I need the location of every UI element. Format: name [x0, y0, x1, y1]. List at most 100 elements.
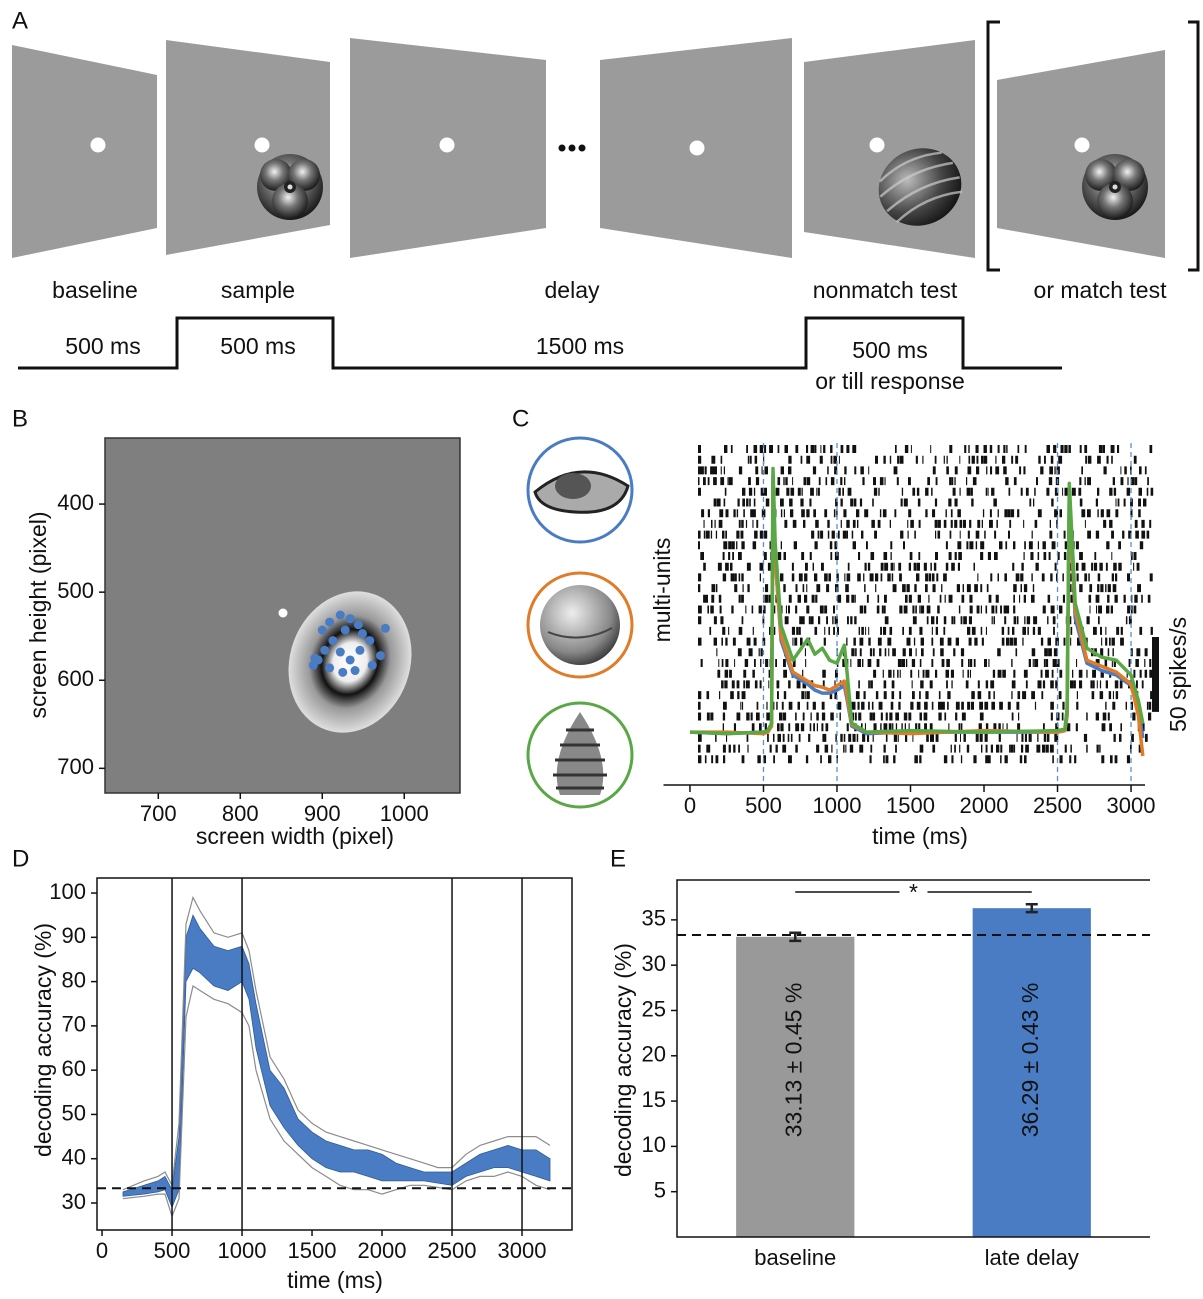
y-axis-label: multi-units: [649, 538, 675, 643]
y-tick-label: 40: [62, 1145, 86, 1170]
duration-label: 1500 ms: [536, 333, 624, 359]
raster-row: [717, 670, 1153, 678]
gaze-point: [354, 620, 363, 629]
y-tick-label: 60: [62, 1056, 86, 1081]
duration-label: 500 ms: [852, 337, 927, 363]
phase-label: nonmatch test: [813, 277, 958, 303]
y-tick-label: 30: [642, 951, 666, 976]
x-tick-label: 2500: [1033, 793, 1082, 818]
y-tick-label: 15: [642, 1087, 666, 1112]
fixation-dot: [690, 141, 705, 156]
gaze-point: [318, 626, 327, 635]
gaze-point: [341, 626, 350, 635]
raster-row: [721, 680, 1144, 688]
raster-row: [698, 488, 1153, 496]
x-tick-label: 800: [222, 801, 259, 826]
raster-row: [698, 713, 1151, 721]
x-tick-label: late delay: [985, 1245, 1079, 1270]
y-tick-label: 400: [57, 490, 94, 515]
screens: [12, 38, 1165, 258]
phase-label: delay: [545, 277, 600, 303]
panel-e: E decoding accuracy (%) 33.13 ± 0.45 % ba…: [610, 845, 1150, 1269]
y-tick-label: 5: [654, 1178, 666, 1203]
x-tick-label: 2000: [358, 1238, 407, 1263]
x-tick-label: baseline: [754, 1245, 836, 1270]
gaze-point: [346, 655, 355, 664]
gaze-point: [328, 636, 337, 645]
gaze-point: [355, 646, 364, 655]
raster-row: [698, 477, 1149, 485]
panel-label: A: [12, 7, 28, 34]
y-axis-label: decoding accuracy (%): [610, 943, 636, 1177]
pepper-image: [257, 154, 323, 220]
stimulus-pinecone: [528, 703, 632, 807]
raster: [698, 445, 1154, 763]
duration-label: 500 ms: [220, 333, 295, 359]
y-tick-label: 700: [57, 754, 94, 779]
raster-row: [698, 734, 1148, 742]
raster-row: [698, 638, 1124, 646]
raster-row: [704, 520, 1152, 528]
phase-label: or match test: [1034, 277, 1168, 303]
gaze-point: [365, 636, 374, 645]
raster-row: [703, 595, 1150, 603]
panel-label: C: [512, 405, 529, 432]
raster-row: [698, 691, 1154, 699]
x-tick-label: 0: [96, 1238, 108, 1263]
x-tick-label: 2500: [428, 1238, 477, 1263]
error-bar: [789, 933, 801, 941]
gaze-point: [325, 618, 334, 627]
gaze-point: [320, 646, 329, 655]
raster-row: [698, 573, 1153, 581]
figure: A baseline: [0, 0, 1203, 1299]
value-label: 33.13 ± 0.45 %: [780, 983, 806, 1138]
gaze-point: [325, 663, 334, 672]
panel-label: D: [12, 845, 29, 872]
y-tick-label: 600: [57, 666, 94, 691]
screen: [997, 50, 1165, 258]
y-axis-label: decoding accuracy (%): [30, 923, 56, 1157]
raster-row: [698, 745, 1142, 753]
value-label: 36.29 ± 0.43 %: [1017, 983, 1043, 1138]
x-tick-label: 700: [140, 801, 177, 826]
pepper-image: [1082, 154, 1148, 220]
stimulus-peach: [528, 573, 632, 677]
gaze-point: [346, 614, 355, 623]
y-tick-label: 90: [62, 923, 86, 948]
fixation-dot: [1075, 138, 1090, 153]
screen: [12, 45, 157, 258]
y-tick-label: 35: [642, 906, 666, 931]
run-line: [123, 986, 550, 1216]
panel-label: E: [610, 845, 626, 872]
raster-row: [698, 531, 1149, 539]
x-tick-label: 1000: [218, 1238, 267, 1263]
fixation-dot: [279, 609, 288, 618]
gaze-point: [381, 624, 390, 633]
scale-bar-label: 50 spikes/s: [1165, 617, 1191, 732]
fixation-dot: [870, 138, 885, 153]
gaze-point: [358, 629, 367, 638]
gaze-point: [376, 651, 385, 660]
phase-label: baseline: [52, 277, 138, 303]
y-tick-label: 500: [57, 578, 94, 603]
x-tick-label: 1500: [288, 1238, 337, 1263]
rate-line: [690, 469, 1143, 734]
x-tick-label: 2000: [960, 793, 1009, 818]
gaze-point: [338, 668, 347, 677]
x-tick-label: 1000: [813, 793, 862, 818]
y-tick-label: 25: [642, 996, 666, 1021]
duration-note: or till response: [815, 368, 965, 394]
gaze-point: [310, 654, 319, 663]
raster-row: [714, 499, 1147, 507]
x-axis-label: time (ms): [872, 823, 968, 849]
phase-label: sample: [221, 277, 295, 303]
x-tick-label: 1000: [380, 801, 429, 826]
raster-row: [698, 445, 1152, 453]
accuracy-band: [123, 915, 550, 1207]
panel-b: B screen width (pixel) screen height (pi…: [12, 405, 460, 849]
raster-row: [698, 702, 1151, 710]
fixation-dot: [440, 138, 455, 153]
raster-row: [709, 627, 1153, 635]
